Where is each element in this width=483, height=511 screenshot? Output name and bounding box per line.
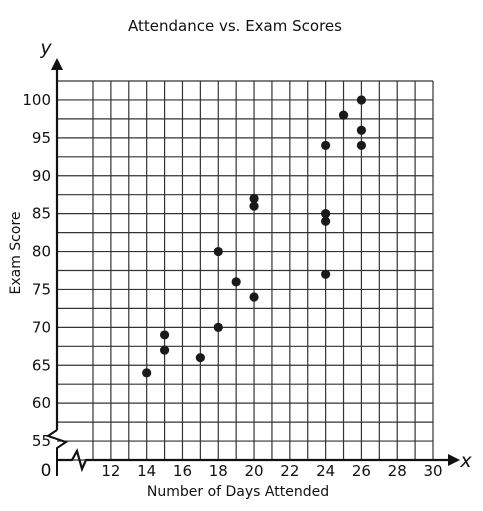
data-point (338, 110, 349, 120)
data-point (249, 292, 259, 302)
data-point (231, 277, 241, 287)
data-point (249, 193, 259, 204)
x-tick-label: 28 (388, 462, 407, 480)
y-tick-label: 65 (32, 356, 51, 374)
data-point (159, 345, 170, 355)
y-tick-label: 85 (32, 205, 51, 223)
y-tick-label: 55 (32, 432, 51, 450)
axes (45, 58, 460, 476)
x-tick-label: 26 (352, 462, 371, 480)
x-tick-label: 20 (245, 462, 264, 480)
y-tick-label: 70 (32, 318, 51, 336)
x-tick-label: 14 (137, 462, 156, 480)
data-point (356, 125, 367, 135)
data-point (159, 330, 170, 340)
data-points (142, 95, 367, 378)
tick-labels: 55 60 65 70 75 80 85 90 95 100 12 14 16 18 20 22 24 26 28 3… (22, 91, 442, 480)
x-tick-label: 24 (316, 462, 335, 480)
x-tick-label: 22 (280, 462, 299, 480)
data-point (356, 95, 367, 105)
y-tick-label: 95 (32, 129, 51, 147)
y-axis-letter: y (39, 37, 52, 59)
data-point (213, 246, 223, 257)
data-point (321, 269, 331, 279)
x-axis-line (57, 448, 452, 473)
x-tick-label: 18 (209, 462, 228, 480)
x-tick-label: 30 (423, 462, 442, 480)
y-tick-label: 60 (32, 394, 51, 412)
data-point (213, 322, 223, 332)
y-axis-break (45, 429, 69, 476)
data-point (356, 140, 367, 151)
y-tick-label: 75 (32, 280, 51, 298)
data-point (321, 140, 331, 151)
data-point (321, 209, 331, 219)
data-point (321, 216, 331, 226)
x-tick-label: 12 (101, 462, 120, 480)
x-axis-label: Number of Days Attended (147, 484, 329, 500)
y-tick-label: 90 (32, 167, 51, 185)
data-point (195, 353, 205, 363)
x-axis-arrow (448, 454, 460, 466)
x-tick-label: 16 (173, 462, 192, 480)
grid (57, 80, 434, 461)
y-axis-arrow (51, 58, 63, 70)
y-tick-label: 80 (32, 243, 51, 261)
y-axis-label: Exam Score (8, 211, 24, 294)
x-axis-letter: x (459, 450, 472, 472)
chart-title: Attendance vs. Exam Scores (128, 17, 342, 35)
data-point (142, 368, 152, 378)
origin-label: 0 (41, 461, 52, 481)
data-point (249, 201, 259, 211)
y-tick-label: 100 (22, 91, 51, 109)
